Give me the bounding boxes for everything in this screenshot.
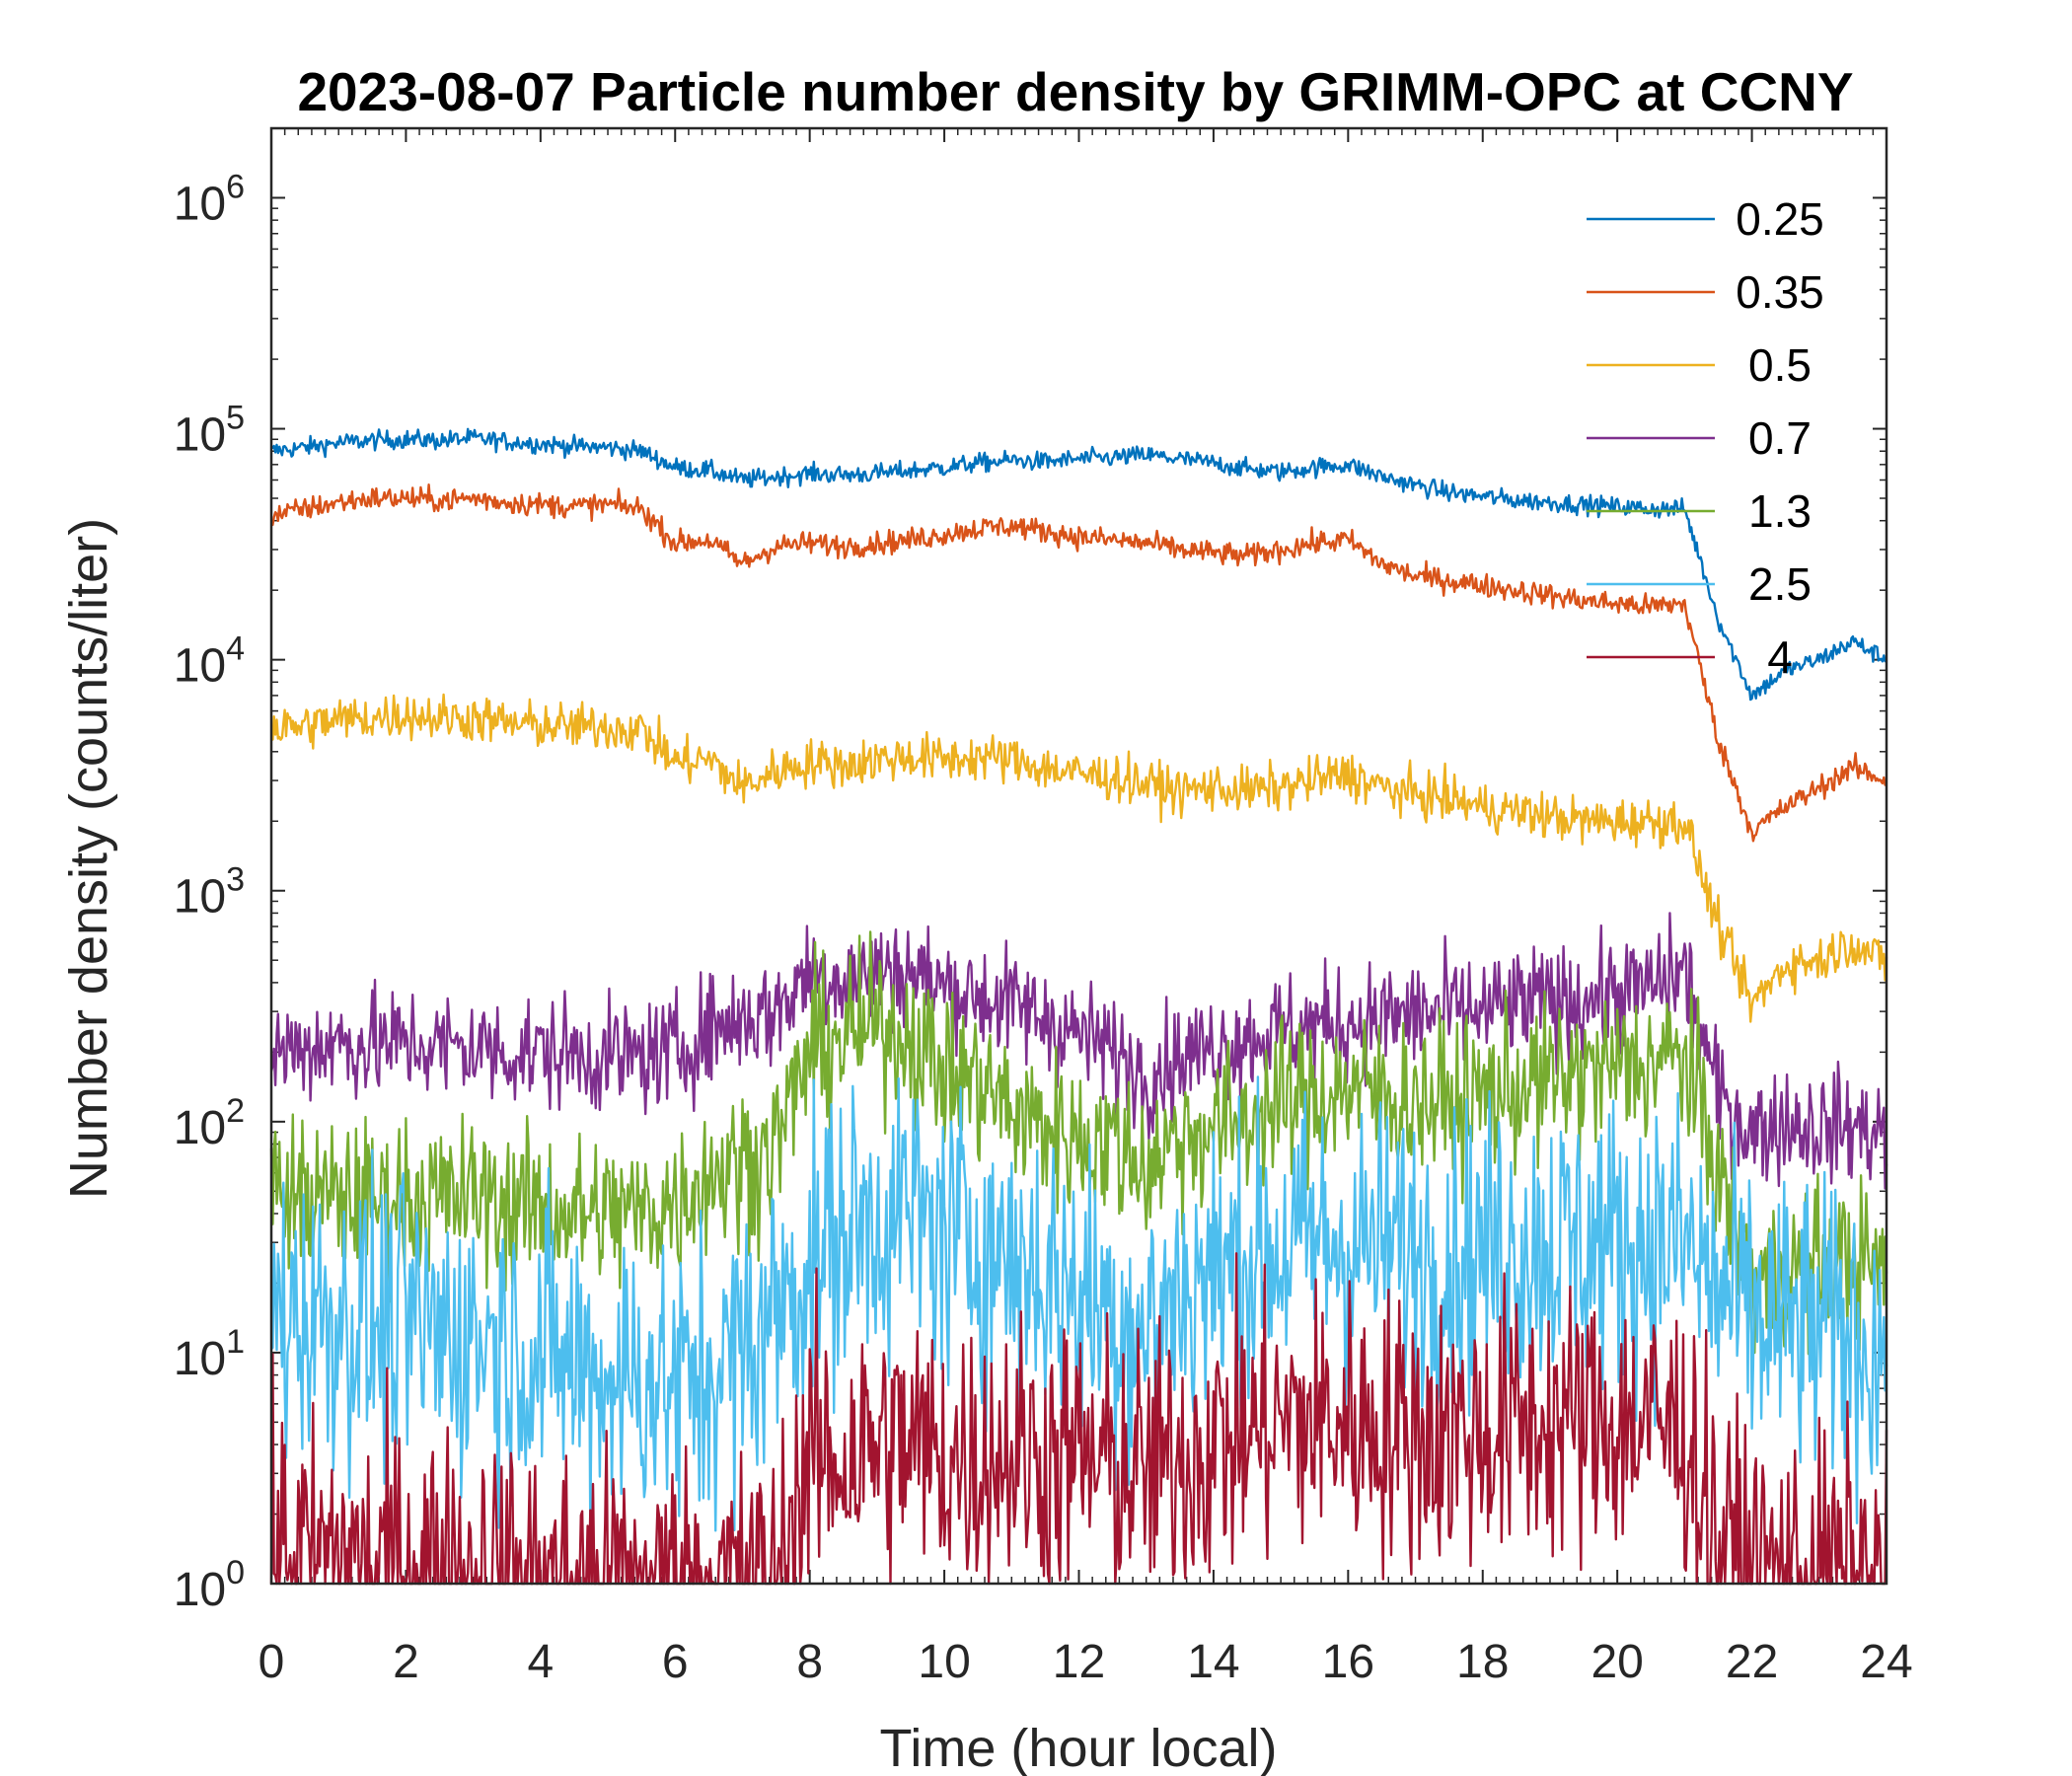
x-tick-label: 20 bbox=[1591, 1636, 1643, 1688]
series-line-0-7 bbox=[269, 912, 1888, 1190]
x-tick-labels: 0 2 4 6 8 10 12 14 16 18 20 22 24 bbox=[259, 1636, 1913, 1688]
y-tick-labels: 100 101 102 103 104 105 106 bbox=[174, 168, 245, 1616]
y-tick-label: 105 bbox=[174, 400, 245, 462]
axes-frame bbox=[269, 126, 1888, 1586]
x-tick-label: 10 bbox=[918, 1636, 970, 1688]
series-line-1-3 bbox=[269, 930, 1888, 1356]
legend-label: 0.35 bbox=[1736, 266, 1824, 318]
legend-label: 0.7 bbox=[1748, 412, 1812, 464]
y-tick-label: 106 bbox=[174, 168, 245, 230]
y-tick-label: 102 bbox=[174, 1092, 245, 1154]
legend-label: 4 bbox=[1767, 631, 1793, 683]
x-tick-label: 18 bbox=[1456, 1636, 1509, 1688]
chart-title: 2023-08-07 Particle number density by GR… bbox=[297, 61, 1853, 122]
x-axis-label: Time (hour local) bbox=[879, 1719, 1277, 1776]
x-tick-label: 2 bbox=[393, 1636, 419, 1688]
series-line-0-35 bbox=[269, 483, 1887, 843]
series-line-0-5 bbox=[270, 693, 1888, 1023]
legend-label: 0.25 bbox=[1736, 193, 1824, 245]
legend-label: 0.5 bbox=[1748, 339, 1812, 391]
y-tick-label: 103 bbox=[174, 861, 245, 924]
y-tick-label: 100 bbox=[174, 1554, 245, 1616]
legend-label: 1.3 bbox=[1748, 485, 1812, 537]
x-tick-label: 14 bbox=[1187, 1636, 1239, 1688]
x-tick-label: 0 bbox=[259, 1636, 285, 1688]
legend-label: 2.5 bbox=[1748, 558, 1812, 610]
x-tick-label: 4 bbox=[527, 1636, 554, 1688]
y-tick-label: 104 bbox=[174, 630, 245, 693]
x-tick-label: 8 bbox=[796, 1636, 823, 1688]
x-tick-label: 24 bbox=[1860, 1636, 1912, 1688]
y-axis-label: Number density (counts/liter) bbox=[59, 518, 118, 1199]
plot-series bbox=[269, 427, 1888, 1586]
y-tick-label: 101 bbox=[174, 1323, 245, 1385]
x-tick-label: 12 bbox=[1053, 1636, 1105, 1688]
series-line-0-25 bbox=[270, 427, 1887, 702]
series-line-2-5 bbox=[270, 1075, 1888, 1532]
x-tick-label: 16 bbox=[1322, 1636, 1374, 1688]
x-tick-label: 22 bbox=[1726, 1636, 1778, 1688]
x-tick-label: 6 bbox=[662, 1636, 689, 1688]
legend: 0.25 0.35 0.5 0.7 1.3 2.5 4 bbox=[1587, 193, 1824, 683]
